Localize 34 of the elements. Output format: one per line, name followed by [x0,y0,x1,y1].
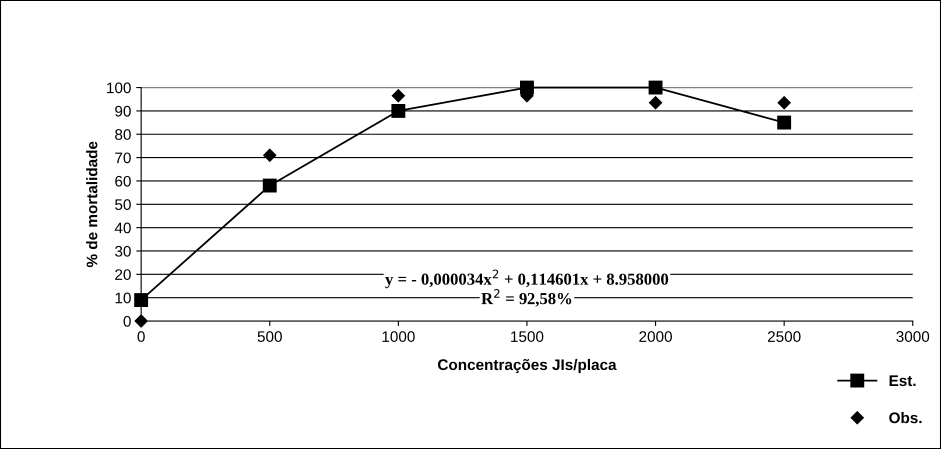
y-tick-label: 0 [124,316,131,327]
y-tick-label: 90 [115,106,131,117]
point [648,80,663,94]
y-tick-label: 40 [114,222,131,234]
x-tick-label: 2000 [639,331,672,342]
legend-label: Obs. [889,412,922,424]
x-tick-label: 3000 [896,331,930,342]
y-tick-label: 30 [115,246,131,257]
y-tick-label: 50 [115,199,131,210]
point [134,314,148,328]
point [648,96,662,110]
x-axis-title: Concentrações JIs/placa [438,358,617,374]
y-tick-label: 70 [115,152,131,164]
point [263,148,276,162]
point [778,96,791,110]
x-tick-label: 500 [258,331,282,342]
y-tick-label: 80 [115,129,131,140]
x-tick-label: 1500 [511,331,544,342]
legend-label: Est. [890,375,916,386]
y-tick-label: 20 [115,269,131,280]
y-axis-title: % de mortalidade [86,142,98,268]
point [134,293,148,307]
annotation: y = - 0,000034x$^{2}$ + 0,114601x + 8.958000 [385,270,668,288]
x-tick-label: 0 [138,331,145,342]
point [391,104,406,118]
x-tick-label: 2500 [768,331,801,342]
y-tick-label: 60 [115,176,131,187]
point [262,178,277,193]
y-tick-label: 10 [116,292,131,304]
y-tick-label: 100 [107,82,131,94]
point [392,89,405,102]
annotation: R$^{2}$ = 92,58% [481,289,572,307]
point [777,116,792,130]
x-tick-label: 1000 [382,331,415,342]
